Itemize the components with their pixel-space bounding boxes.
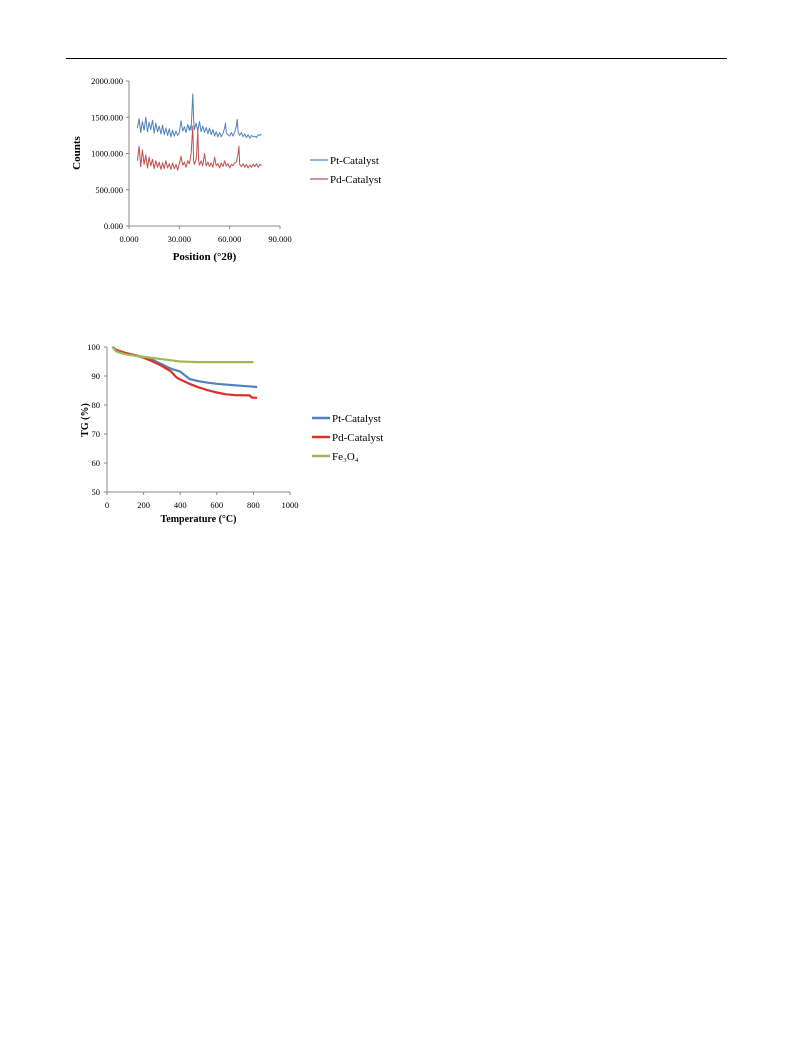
y-tick-label: 50 — [92, 487, 101, 497]
x-axis-label: Temperature (°C) — [161, 514, 237, 525]
chart-1: 0.000 500.000 1000.000 1500.000 2000.000 0.00… — [71, 76, 381, 263]
x-tick-label: 0 — [105, 500, 109, 510]
y-tick-label: 1000.000 — [91, 149, 123, 159]
header-rule — [66, 58, 727, 59]
y-axis-label: Counts — [71, 135, 83, 169]
x-axis-label: Position (°2θ) — [173, 251, 237, 263]
x-tick-label: 60.000 — [218, 234, 241, 244]
x-tick-label: 400 — [174, 500, 187, 510]
y-axis-label: TG (%) — [80, 403, 91, 437]
y-tick-label: 70 — [92, 429, 101, 439]
series-line-pt-catalyst — [136, 93, 262, 139]
x-tick-label: 1000 — [282, 500, 299, 510]
series-line-fe-o- — [111, 346, 254, 364]
x-tick-label: 30.000 — [168, 234, 191, 244]
y-tick-label: 80 — [92, 400, 101, 410]
legend-label: Pd-Catalyst — [332, 432, 383, 444]
x-tick-label: 600 — [210, 500, 223, 510]
series-line-pd-catalyst — [136, 125, 262, 171]
legend-label: Pt-Catalyst — [332, 413, 381, 425]
y-tick-label: 500.000 — [95, 185, 123, 195]
y-tick-label: 90 — [92, 371, 101, 381]
legend-label: Fe₃O₄ — [332, 451, 359, 463]
legend-label: Pd-Catalyst — [330, 174, 381, 186]
legend-label: Pt-Catalyst — [330, 155, 379, 167]
y-tick-label: 60 — [92, 458, 101, 468]
y-tick-label: 100 — [87, 342, 100, 352]
x-tick-label: 0.000 — [119, 234, 138, 244]
y-tick-label: 0.000 — [104, 221, 123, 231]
y-tick-label: 1500.000 — [91, 112, 123, 122]
x-tick-label: 90.000 — [268, 234, 291, 244]
x-tick-label: 800 — [247, 500, 260, 510]
y-tick-label: 2000.000 — [91, 76, 123, 86]
x-tick-label: 200 — [137, 500, 150, 510]
